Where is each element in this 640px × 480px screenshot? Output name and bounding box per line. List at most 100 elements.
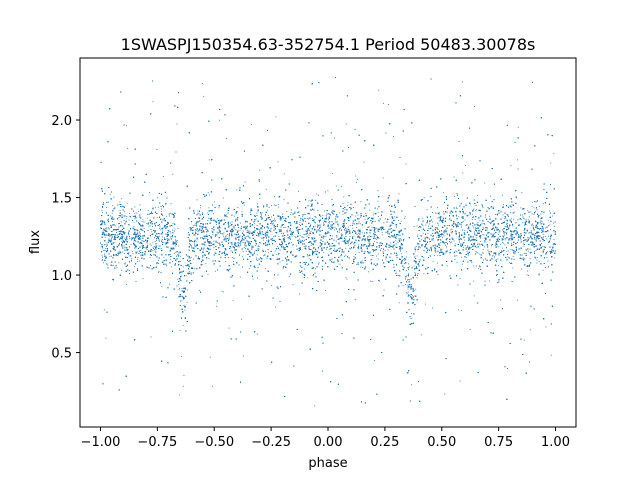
data-point	[195, 241, 197, 243]
data-point	[147, 210, 149, 212]
data-point	[124, 262, 126, 264]
data-point	[235, 243, 237, 245]
data-point	[352, 227, 354, 229]
data-point	[529, 248, 531, 250]
data-point	[121, 236, 123, 238]
data-point	[228, 237, 230, 239]
data-point	[345, 223, 347, 224]
data-point	[413, 265, 415, 267]
data-point	[264, 234, 266, 236]
data-point	[475, 239, 477, 241]
data-point	[176, 123, 178, 125]
data-point	[162, 204, 163, 206]
data-point	[441, 226, 443, 228]
data-point	[370, 262, 372, 263]
data-point	[314, 199, 316, 201]
data-point	[261, 212, 263, 214]
data-point	[172, 229, 173, 231]
data-point	[259, 198, 261, 199]
data-point	[156, 237, 158, 239]
data-point	[339, 227, 341, 229]
data-point	[205, 262, 207, 264]
data-point	[202, 256, 204, 258]
data-point	[255, 242, 257, 244]
data-point	[526, 220, 528, 222]
data-point	[248, 230, 250, 232]
data-point	[331, 205, 333, 207]
data-point	[510, 165, 512, 167]
data-point	[149, 250, 151, 252]
data-point	[359, 223, 361, 225]
data-point	[464, 230, 466, 232]
data-point	[542, 203, 544, 205]
data-point	[321, 249, 323, 251]
data-point	[248, 232, 250, 234]
data-point	[128, 269, 130, 271]
data-point	[442, 234, 444, 235]
data-point	[225, 261, 227, 263]
data-point	[343, 196, 345, 198]
data-point	[162, 215, 164, 216]
data-point	[549, 224, 551, 226]
data-point	[188, 233, 190, 235]
data-point	[458, 309, 459, 311]
data-point	[226, 238, 227, 240]
data-point	[170, 203, 172, 205]
data-point	[286, 231, 288, 233]
data-point	[345, 241, 347, 243]
data-point	[257, 277, 258, 279]
data-point	[358, 229, 360, 231]
data-point	[248, 242, 250, 244]
data-point	[216, 223, 217, 225]
data-point	[345, 233, 346, 235]
data-point	[271, 221, 273, 223]
data-point	[407, 284, 409, 286]
data-point	[196, 225, 198, 227]
data-point	[406, 293, 408, 295]
data-point	[133, 266, 135, 267]
data-point	[553, 239, 555, 240]
data-point	[201, 236, 203, 238]
data-point	[384, 249, 386, 251]
data-point	[175, 242, 177, 244]
data-point	[479, 243, 481, 245]
data-point	[147, 244, 148, 246]
data-point	[355, 175, 357, 177]
data-point	[450, 229, 452, 231]
data-point	[429, 255, 431, 257]
data-point	[242, 255, 244, 257]
data-point	[189, 243, 191, 244]
data-point	[252, 278, 254, 280]
data-point	[119, 238, 121, 240]
data-point	[334, 137, 336, 139]
data-point	[400, 244, 402, 246]
data-point	[299, 241, 301, 243]
data-point	[548, 225, 549, 227]
data-point	[437, 232, 439, 234]
data-point	[102, 234, 103, 235]
data-point	[307, 264, 309, 266]
data-point	[538, 205, 540, 207]
data-point	[286, 230, 288, 232]
data-point	[210, 248, 211, 250]
data-point	[445, 229, 447, 231]
data-point	[377, 258, 379, 260]
data-point	[222, 291, 224, 293]
data-point	[158, 263, 159, 264]
data-point	[517, 126, 519, 128]
data-point	[267, 223, 269, 225]
data-point	[358, 248, 360, 250]
data-point	[292, 284, 294, 286]
data-point	[179, 279, 181, 281]
data-point	[126, 125, 127, 127]
data-point	[501, 238, 503, 240]
data-point	[215, 235, 217, 237]
data-point	[183, 291, 185, 293]
data-point	[440, 242, 442, 244]
data-point	[414, 247, 416, 249]
data-point	[212, 219, 214, 221]
data-point	[198, 213, 200, 215]
data-point	[533, 251, 535, 253]
data-point	[200, 205, 202, 206]
data-point	[402, 240, 404, 242]
